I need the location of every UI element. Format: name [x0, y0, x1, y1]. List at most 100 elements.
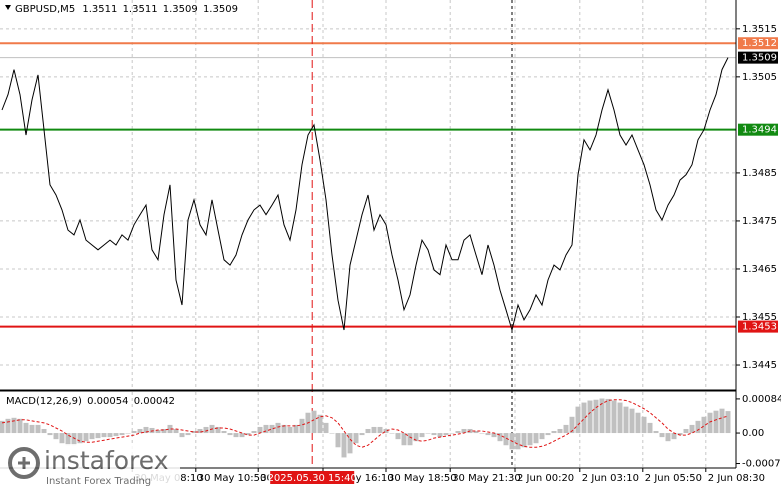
- macd-bar: [0, 420, 5, 434]
- level-label: 1.3453: [742, 322, 777, 333]
- macd-bar: [725, 411, 731, 434]
- signal-line: [1, 399, 729, 448]
- macd-bar: [131, 431, 137, 434]
- macd-bar: [617, 402, 623, 434]
- macd-bar: [179, 433, 185, 438]
- level-label: 1.3512: [742, 38, 777, 49]
- labels-layer: 1.35151.35051.34851.34751.34651.34551.34…: [131, 24, 781, 484]
- macd-bar: [629, 408, 635, 434]
- signal-value: 0.00042: [134, 396, 175, 407]
- macd-bar: [323, 422, 329, 434]
- macd-bar: [245, 433, 251, 436]
- macd-bar: [125, 433, 131, 434]
- macd-bar: [143, 426, 149, 434]
- macd-bar: [473, 431, 479, 434]
- level-label: 1.3494: [742, 125, 777, 136]
- levels-layer: [0, 42, 736, 328]
- macd-bar: [599, 398, 605, 434]
- x-tick-label: 30 May 10:50: [198, 473, 267, 484]
- macd-bar: [203, 426, 209, 434]
- x-tick-label: 2 Jun 03:10: [582, 473, 639, 484]
- macd-bar: [545, 433, 551, 436]
- x-tick-label: 2 Jun 05:50: [645, 473, 702, 484]
- macd-title: MACD(12,26,9) 0.00054 0.00042: [6, 396, 175, 407]
- macd-bar: [389, 433, 395, 434]
- macd-bar: [401, 433, 407, 446]
- macd-bar: [587, 400, 593, 434]
- open: 1.3511: [82, 4, 117, 15]
- macd-bar: [671, 433, 677, 440]
- macd-bar: [341, 433, 347, 458]
- macd-bar: [689, 424, 695, 434]
- crosshair-label: 2025.05.30 15:40: [268, 473, 357, 484]
- macd-bar: [35, 424, 41, 434]
- macd-bar: [263, 424, 269, 434]
- macd-bar: [275, 422, 281, 434]
- level-label-box: [738, 123, 778, 136]
- macd-bar: [605, 398, 611, 434]
- macd-bar: [407, 433, 413, 446]
- macd-bar: [287, 426, 293, 434]
- macd-bar: [653, 431, 659, 434]
- macd-bar: [83, 433, 89, 442]
- logo-icon: [8, 447, 40, 479]
- macd-bar: [17, 418, 23, 434]
- macd-bar: [683, 428, 689, 434]
- macd-bar: [215, 426, 221, 434]
- y-tick-label: 1.3475: [742, 216, 777, 227]
- macd-bar: [233, 433, 239, 438]
- x-tick-label: 30 May 21:30: [452, 473, 521, 484]
- y-tick-label: 1.3505: [742, 72, 777, 83]
- macd-bar: [317, 414, 323, 434]
- macd-bar: [227, 433, 233, 436]
- macd-bar: [359, 433, 365, 436]
- y-tick-label: 1.3465: [742, 264, 777, 275]
- macd-bar: [119, 433, 125, 436]
- macd-bar: [185, 433, 191, 436]
- macd-bar: [269, 424, 275, 434]
- macd-bar: [707, 412, 713, 434]
- macd-bar: [713, 410, 719, 434]
- macd-bar: [167, 424, 173, 434]
- macd-bar: [503, 433, 509, 446]
- macd-bar: [557, 428, 563, 434]
- macd-bar: [257, 426, 263, 434]
- level-label-box: [738, 320, 778, 333]
- macd-bar: [251, 431, 257, 434]
- macd-bar: [485, 433, 491, 436]
- macd-bar: [419, 433, 425, 438]
- macd-bar: [665, 433, 671, 442]
- macd-bar: [383, 428, 389, 434]
- macd-bar: [335, 433, 341, 448]
- macd-bar: [47, 433, 53, 436]
- macd-bar: [515, 433, 521, 450]
- macd-bar: [197, 428, 203, 434]
- macd-bar: [581, 402, 587, 434]
- macd-bar: [65, 433, 71, 446]
- price-line: [1, 57, 729, 332]
- macd-bar: [443, 433, 449, 436]
- close: 1.3509: [203, 4, 238, 15]
- macd-bar: [701, 416, 707, 434]
- macd-bar: [563, 424, 569, 434]
- macd-bar: [491, 433, 497, 438]
- macd-bar: [137, 428, 143, 434]
- macd-bar: [29, 424, 35, 434]
- macd-bar: [551, 431, 557, 434]
- chart-title: GBPUSD,M5 1.3511 1.3511 1.3509 1.3509: [15, 4, 238, 15]
- macd-bar: [611, 400, 617, 434]
- macd-label: MACD(12,26,9): [6, 396, 82, 407]
- symbol-icon: [5, 5, 11, 10]
- macd-bar: [173, 428, 179, 434]
- macd-bar: [539, 433, 545, 440]
- macd-bar: [107, 433, 113, 438]
- crosshair-label-box: [270, 471, 355, 484]
- grid-layer: [0, 0, 736, 468]
- macd-bar: [101, 433, 107, 438]
- y-tick-label: 1.3445: [742, 360, 777, 371]
- logo-brand: instaforex: [44, 446, 169, 475]
- y-tick-label: 1.3515: [742, 24, 777, 35]
- macd-bar: [425, 433, 431, 434]
